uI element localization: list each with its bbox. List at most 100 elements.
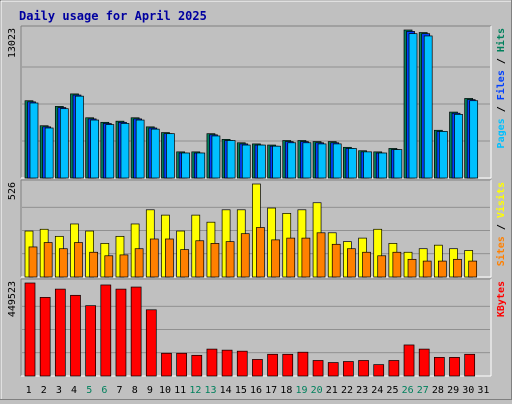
bar-kbytes-day-4: [70, 294, 81, 377]
bar-pages-day-11: [181, 152, 190, 179]
bar-pages-day-17: [272, 145, 281, 179]
bar-pages-day-15: [241, 144, 251, 179]
bar-kbytes-day-19: [297, 351, 309, 377]
bar-kbytes-day-1: [24, 282, 36, 377]
bar-sites-day-4: [74, 242, 83, 278]
bar-sites-day-14: [225, 241, 235, 278]
x-tick-label-day-9: 9: [147, 385, 153, 396]
bar-pages-day-4: [75, 95, 84, 179]
axis-label-part: Sites: [495, 236, 507, 266]
bar-pages-day-3: [59, 108, 69, 179]
bar-pages-day-6: [105, 124, 115, 179]
bar-kbytes-day-26: [403, 344, 415, 377]
bar-kbytes-day-21: [327, 362, 339, 377]
x-tick-label-day-5: 5: [86, 385, 92, 396]
bar-pages-day-21: [332, 143, 342, 179]
axis-label-part: Files: [495, 70, 507, 100]
bar-pages-day-16: [257, 144, 266, 179]
bar-kbytes-day-11: [176, 352, 187, 377]
bar-pages-day-8: [135, 119, 145, 179]
bar-kbytes-day-13: [206, 348, 218, 377]
axis-label-part: Hits: [495, 28, 507, 52]
bar-kbytes-day-16: [252, 359, 263, 377]
x-tick-label-day-18: 18: [280, 385, 292, 396]
bar-sites-day-22: [347, 248, 356, 278]
x-tick-label-day-28: 28: [432, 385, 444, 396]
axis-label-part: Pages: [496, 118, 507, 148]
bar-kbytes-day-28: [434, 357, 445, 377]
x-tick-label-day-30: 30: [462, 385, 474, 396]
x-tick-label-day-12: 12: [189, 385, 201, 396]
x-tick-label-day-15: 15: [235, 385, 247, 396]
y-max-label: 13023: [7, 28, 18, 58]
series-axis-label: Sites / Visits: [495, 182, 507, 266]
axis-label-part: Visits: [495, 182, 507, 218]
bar-sites-day-6: [104, 255, 114, 278]
bar-pages-day-20: [317, 143, 327, 179]
bar-sites-day-16: [256, 227, 265, 278]
bar-pages-day-13: [211, 135, 221, 179]
x-tick-label-day-20: 20: [311, 385, 323, 396]
bar-sites-day-17: [271, 239, 280, 278]
bar-kbytes-day-3: [54, 288, 66, 377]
bar-sites-day-28: [438, 260, 447, 278]
bar-sites-day-15: [240, 233, 250, 278]
bar-pages-day-29: [454, 114, 463, 179]
x-tick-label-day-27: 27: [417, 385, 429, 396]
bar-kbytes-day-15: [236, 350, 248, 377]
x-tick-label-day-7: 7: [117, 385, 123, 396]
panel-hits-files-pages: 13023 Pages / Files / Hits: [7, 25, 507, 179]
x-tick-label-day-31: 31: [477, 385, 489, 396]
x-tick-label-day-1: 1: [26, 385, 32, 396]
axis-label-part: /: [496, 218, 507, 236]
bar-sites-day-8: [134, 248, 144, 278]
axis-label-part: KBytes: [496, 281, 507, 317]
x-tick-label-day-10: 10: [159, 385, 171, 396]
bar-pages-day-5: [90, 119, 99, 179]
bar-pages-day-14: [226, 140, 236, 179]
bar-kbytes-day-25: [388, 360, 400, 377]
x-tick-label-day-16: 16: [250, 385, 262, 396]
bar-pages-day-30: [469, 100, 479, 179]
bar-pages-day-25: [393, 149, 403, 179]
bar-sites-day-26: [407, 258, 417, 278]
bar-kbytes-day-18: [282, 353, 294, 377]
bar-sites-day-9: [149, 238, 159, 278]
bar-pages-day-26: [408, 33, 418, 179]
x-tick-label-day-4: 4: [71, 385, 77, 396]
bar-kbytes-day-30: [464, 353, 476, 377]
bar-kbytes-day-7: [115, 288, 127, 377]
bar-kbytes-day-9: [145, 309, 157, 377]
bar-kbytes-day-27: [418, 348, 430, 377]
x-tick-label-day-6: 6: [101, 385, 107, 396]
x-tick-label-day-17: 17: [265, 385, 277, 396]
x-tick-label-day-23: 23: [356, 385, 368, 396]
bar-pages-day-22: [348, 148, 357, 179]
bar-pages-day-7: [120, 123, 130, 179]
bar-sites-day-23: [362, 251, 371, 278]
bar-sites-day-18: [286, 237, 296, 278]
x-axis-labels: 1 2 3 4 5 6 7 8 9 10 11 12 13 14 15 16 17 18 19 20 21 22 23 24 2…: [26, 385, 490, 396]
bar-sites-day-30: [468, 260, 478, 278]
bar-pages-day-10: [166, 133, 175, 179]
bar-sites-day-24: [377, 255, 387, 278]
bar-kbytes-day-14: [221, 349, 233, 377]
bar-kbytes-day-8: [130, 286, 142, 377]
bar-sites-day-12: [195, 240, 205, 278]
bar-pages-day-1: [29, 102, 39, 179]
bar-sites-day-10: [165, 238, 174, 278]
bar-sites-day-2: [43, 242, 53, 278]
x-tick-label-day-19: 19: [295, 385, 307, 396]
x-tick-label-day-8: 8: [132, 385, 138, 396]
bar-kbytes-day-6: [100, 284, 112, 377]
bar-kbytes-day-10: [161, 352, 172, 377]
chart-panels: 13023 Pages / Files / Hits 526 Sites / Visi…: [7, 25, 507, 377]
bar-kbytes-day-22: [343, 361, 354, 377]
x-tick-label-day-2: 2: [41, 385, 47, 396]
x-tick-label-day-14: 14: [220, 385, 232, 396]
x-tick-label-day-26: 26: [402, 385, 414, 396]
panel-visits-sites: 526 Sites / Visits: [7, 179, 507, 278]
x-tick-label-day-25: 25: [386, 385, 398, 396]
